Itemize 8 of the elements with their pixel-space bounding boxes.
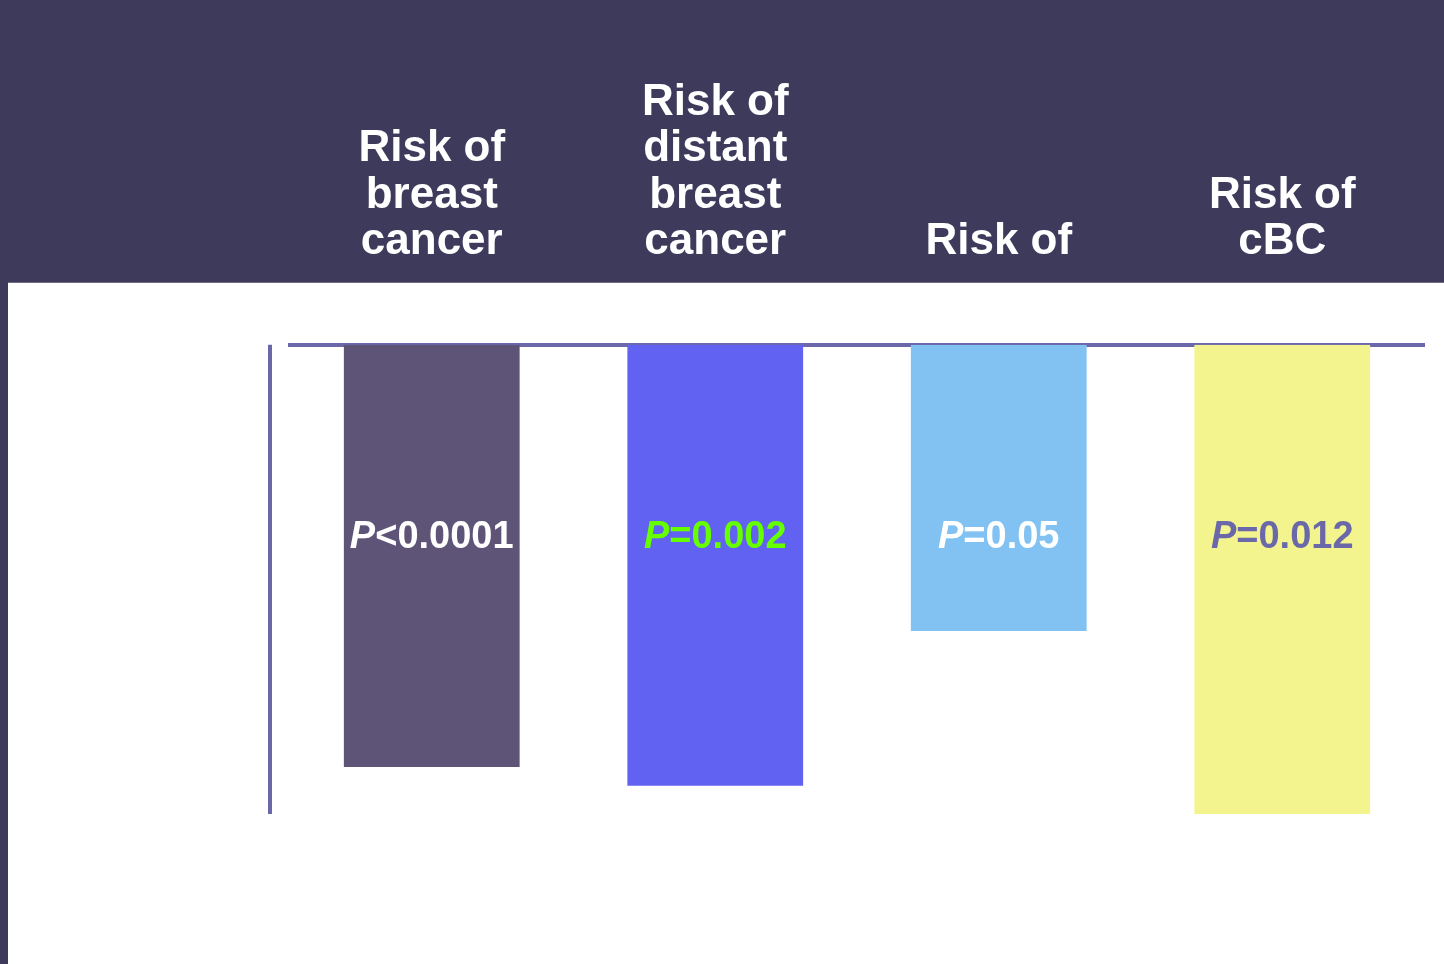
annotation: P=0.002 — [643, 513, 787, 556]
x-tick-label: Risk of — [925, 213, 1073, 263]
x-tick-label: Risk of distant breast cancer — [641, 75, 789, 263]
annotation: P<0.0001 — [349, 513, 514, 556]
x-tick-label: Risk of breast cancer — [358, 121, 506, 263]
annotation: P=0.05 — [938, 513, 1060, 556]
annotation: P=0.012 — [1210, 513, 1354, 556]
x-tick-label: Risk of cBC — [1208, 167, 1356, 263]
